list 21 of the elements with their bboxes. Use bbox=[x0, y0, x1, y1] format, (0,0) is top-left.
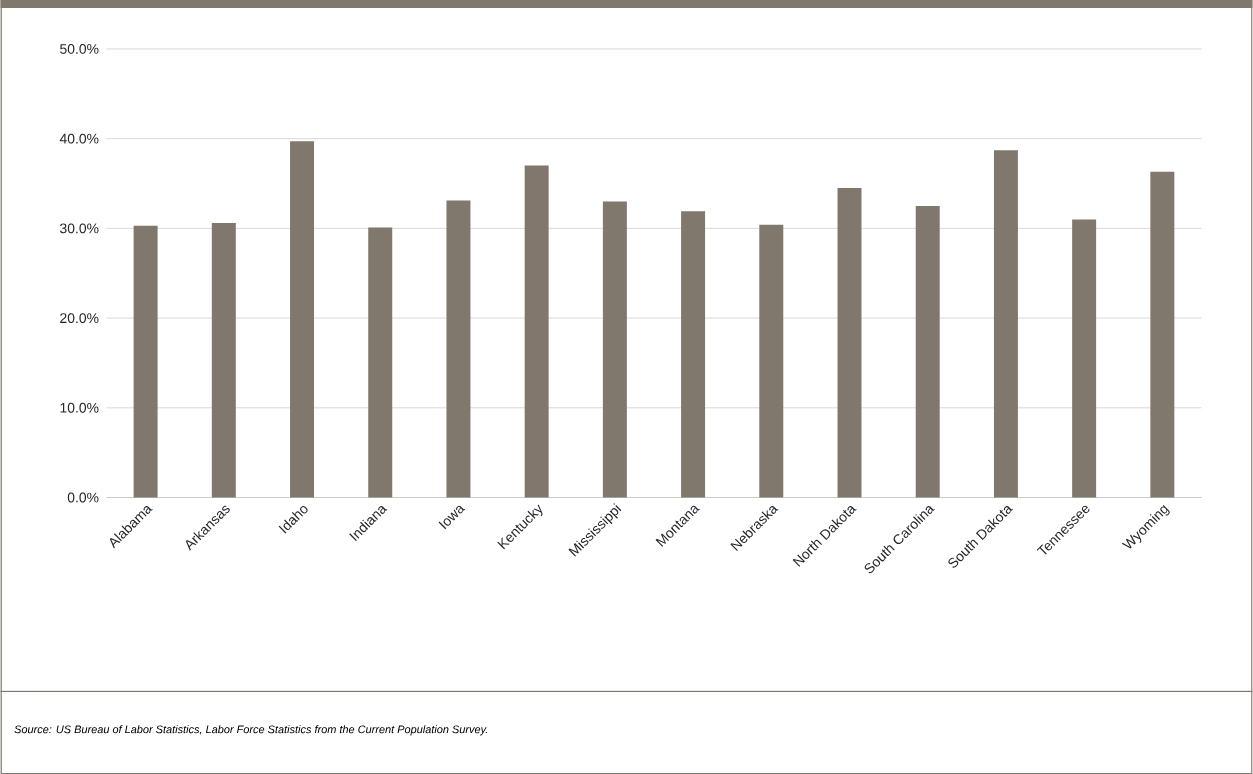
bar bbox=[837, 187, 862, 498]
y-tick-label: 10.0% bbox=[60, 402, 99, 413]
bar bbox=[133, 225, 158, 498]
y-tick-label: 20.0% bbox=[60, 313, 99, 323]
bar bbox=[993, 150, 1018, 498]
source-note: Source: US Bureau of Labor Statistics, Labor Force Statistics from the Current Population Survey. bbox=[14, 725, 487, 736]
bar bbox=[524, 165, 549, 498]
bar bbox=[1072, 219, 1097, 498]
bar bbox=[1150, 171, 1175, 498]
y-tick-label: 0.0% bbox=[67, 492, 99, 503]
y-tick-label: 30.0% bbox=[60, 223, 99, 234]
bar bbox=[211, 222, 236, 498]
bar bbox=[446, 200, 471, 498]
bar bbox=[368, 227, 393, 498]
bar bbox=[290, 141, 315, 498]
y-tick-label: 50.0% bbox=[60, 43, 99, 54]
bar bbox=[602, 201, 627, 498]
bar bbox=[681, 211, 706, 498]
bar bbox=[759, 224, 784, 498]
y-tick-label: 40.0% bbox=[59, 133, 99, 144]
bar bbox=[915, 205, 940, 498]
